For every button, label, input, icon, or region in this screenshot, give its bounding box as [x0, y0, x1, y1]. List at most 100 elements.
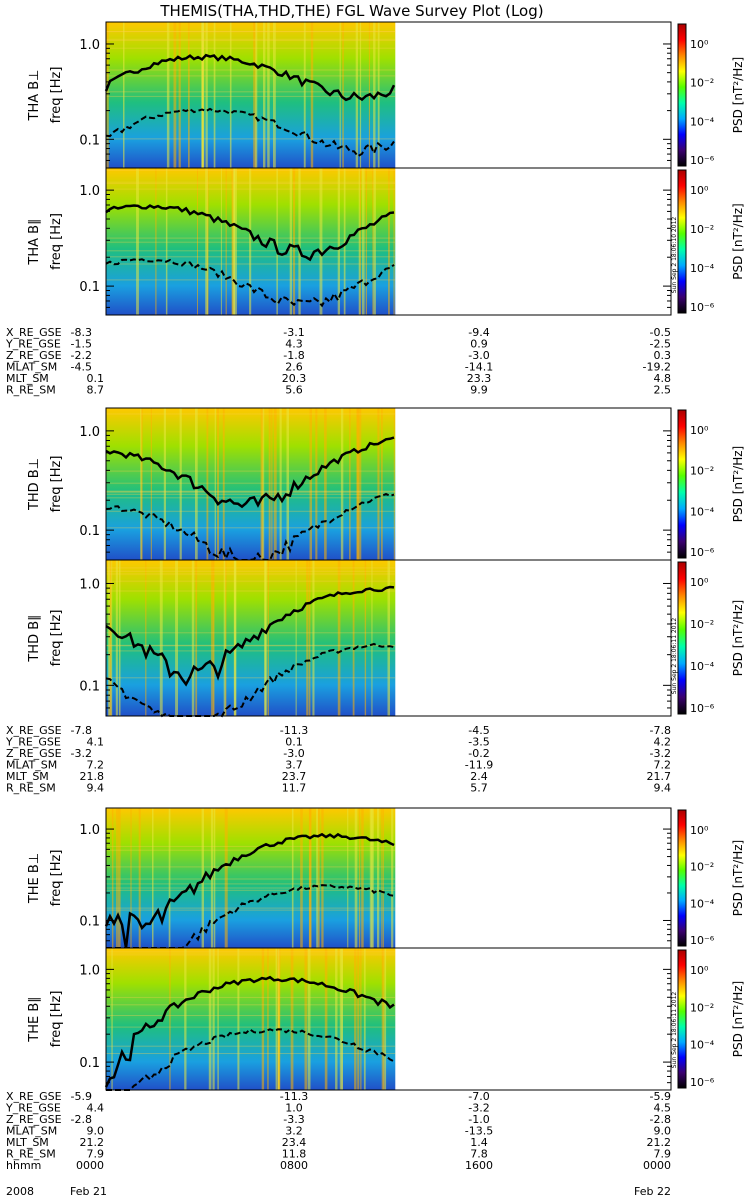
colorbar-label: PSD [nT²/Hz] — [731, 840, 745, 916]
ephemeris-row-name: X_RE_GSE — [6, 326, 62, 339]
generation-timestamp: Sun Sep 2 18:06:10 2012 — [671, 217, 678, 294]
spectrogram-band — [106, 570, 396, 572]
ephemeris-row-name: X_RE_GSE — [6, 1090, 62, 1103]
ephemeris-row-name: Y_RE_GSE — [5, 736, 61, 749]
spectrogram-band — [106, 887, 396, 889]
spectrogram-streak — [217, 408, 219, 560]
spectrogram-streak — [359, 22, 362, 168]
spectrogram-band — [106, 889, 396, 891]
ephemeris-value: -19.2 — [643, 361, 671, 374]
ephemeris-row-name: Y_RE_GSE — [5, 338, 61, 351]
spectrogram-streak — [381, 948, 385, 1090]
spectrogram-streak — [381, 408, 383, 560]
spectrogram-streak — [377, 22, 380, 168]
spectrogram-band — [106, 250, 396, 252]
spectrogram-panels: 1.0 0.1 THA B⊥ freq [Hz] 10⁰ 10⁻² 10⁻⁴ 10⁻⁶ PSD … — [27, 21, 745, 1091]
colorbar-label: PSD [nT²/Hz] — [731, 57, 745, 133]
spectrogram-streak — [155, 168, 157, 315]
spectrogram-streak — [253, 22, 255, 168]
ephemeris-value: 9.0 — [87, 1125, 105, 1138]
spectrogram-streak — [237, 948, 240, 1090]
ephemeris-value: 4.3 — [285, 338, 303, 351]
panel-the-bpar: 1.0 0.1 THE B∥ freq [Hz] 10⁰ 10⁻² 10⁻⁴ 10⁻⁶ PSD … — [27, 947, 745, 1091]
panel-thd-bpar: 1.0 0.1 THD B∥ freq [Hz] 10⁰ 10⁻² 10⁻⁴ 10⁻⁶ PSD … — [27, 559, 745, 718]
end-date-label: Feb 22 — [634, 1185, 671, 1198]
spectrogram-band — [106, 907, 396, 909]
ephemeris-value: 20.3 — [282, 372, 307, 385]
colorbar-tick-label: 10⁰ — [690, 38, 709, 51]
generation-timestamp: Sun Sep 2 18:06:11 2012 — [671, 618, 678, 695]
harmonic-curve-dashed — [105, 492, 395, 561]
spectrogram-streak — [361, 168, 365, 315]
spectrogram-fill — [106, 408, 396, 560]
ephemeris-value: -5.9 — [71, 1090, 92, 1103]
spectrogram-streak — [289, 168, 293, 315]
spectrogram-streak — [335, 948, 338, 1090]
figure-title: THEMIS(THA,THD,THE) FGL Wave Survey Plot… — [159, 2, 543, 20]
cyclotron-curve — [104, 832, 395, 949]
spectrogram-band — [106, 527, 396, 529]
spectrogram-streak — [213, 22, 216, 168]
colorbar — [677, 809, 687, 947]
spectrogram-streak — [166, 22, 170, 168]
spectrogram-streak — [387, 560, 390, 716]
ephemeris-value: 9.9 — [470, 384, 488, 397]
colorbar — [677, 23, 687, 167]
ephemeris-row-name: hhmm — [6, 1159, 41, 1172]
colorbar — [677, 169, 687, 314]
ephemeris-row-name: MLT_SM — [6, 770, 49, 783]
spectrogram-streak — [357, 948, 360, 1090]
colorbar-label: PSD [nT²/Hz] — [731, 446, 745, 522]
y-tick-label: 1.0 — [79, 963, 100, 978]
spectrogram-streak — [191, 560, 195, 716]
spectrogram-band — [106, 241, 396, 243]
spectrogram-streak — [317, 808, 320, 948]
ephemeris-value: 21.8 — [80, 770, 105, 783]
ephemeris-value: 21.7 — [647, 770, 672, 783]
ephemeris-value: -3.2 — [468, 1102, 489, 1115]
spectrogram-streak — [382, 808, 384, 948]
ephemeris-value: -3.2 — [71, 747, 92, 760]
spectrogram-streak — [324, 948, 328, 1090]
ephemeris-value: 11.8 — [282, 1148, 307, 1161]
spectrogram-streak — [178, 22, 181, 168]
spectrogram-streak — [109, 560, 112, 716]
spectrogram-streak — [111, 808, 114, 948]
ephemeris-value: 0.3 — [654, 349, 672, 362]
spectrogram-streak — [341, 948, 343, 1090]
y-tick-label: 1.0 — [79, 823, 100, 838]
spectrogram-streak — [393, 168, 395, 315]
y-axis-label: freq [Hz] — [49, 67, 64, 124]
spectrogram-band — [106, 493, 396, 495]
ephemeris-value: -0.5 — [650, 326, 671, 339]
colorbar-tick-label: 10⁻² — [690, 861, 714, 874]
colorbar-tick-label: 10⁰ — [690, 824, 709, 837]
colorbar-tick-label: 10⁻⁴ — [690, 897, 715, 910]
spectrogram-band — [106, 954, 396, 956]
spectrogram-streak — [300, 808, 303, 948]
spectrogram-streak — [276, 168, 278, 315]
spectrogram-band — [106, 1004, 396, 1006]
ephemeris-value: -8.3 — [71, 326, 92, 339]
y-tick-label: 0.1 — [79, 133, 100, 148]
spectrogram-streak — [115, 560, 118, 716]
spectrogram-streak — [358, 808, 361, 948]
spectrogram-streak — [343, 168, 346, 315]
ephemeris-row-name: X_RE_GSE — [6, 724, 62, 737]
ephemeris-tha: X_RE_GSE -8.3 -3.1 -9.4 -0.5 Y_RE_GSE -1.5 4.3 0… — [5, 326, 671, 397]
spectrogram-streak — [249, 168, 252, 315]
y-tick-label: 0.1 — [79, 280, 100, 295]
ephemeris-value: -11.9 — [465, 759, 493, 772]
y-tick-label: 0.1 — [79, 524, 100, 539]
spectrogram-band — [106, 909, 396, 911]
colorbar-tick-label: 10⁻² — [690, 77, 714, 90]
spectrogram-streak — [179, 408, 182, 560]
spectrogram-streak — [267, 560, 269, 716]
spectrogram-streak — [145, 560, 147, 716]
spectrogram-streak — [231, 168, 234, 315]
generation-timestamp: Sun Sep 2 18:06:11 2012 — [671, 992, 678, 1069]
ephemeris-value: 3.7 — [285, 759, 303, 772]
spectrogram-streak — [373, 168, 376, 315]
spectrogram-streak — [342, 22, 344, 168]
spectrogram-band — [106, 75, 396, 77]
